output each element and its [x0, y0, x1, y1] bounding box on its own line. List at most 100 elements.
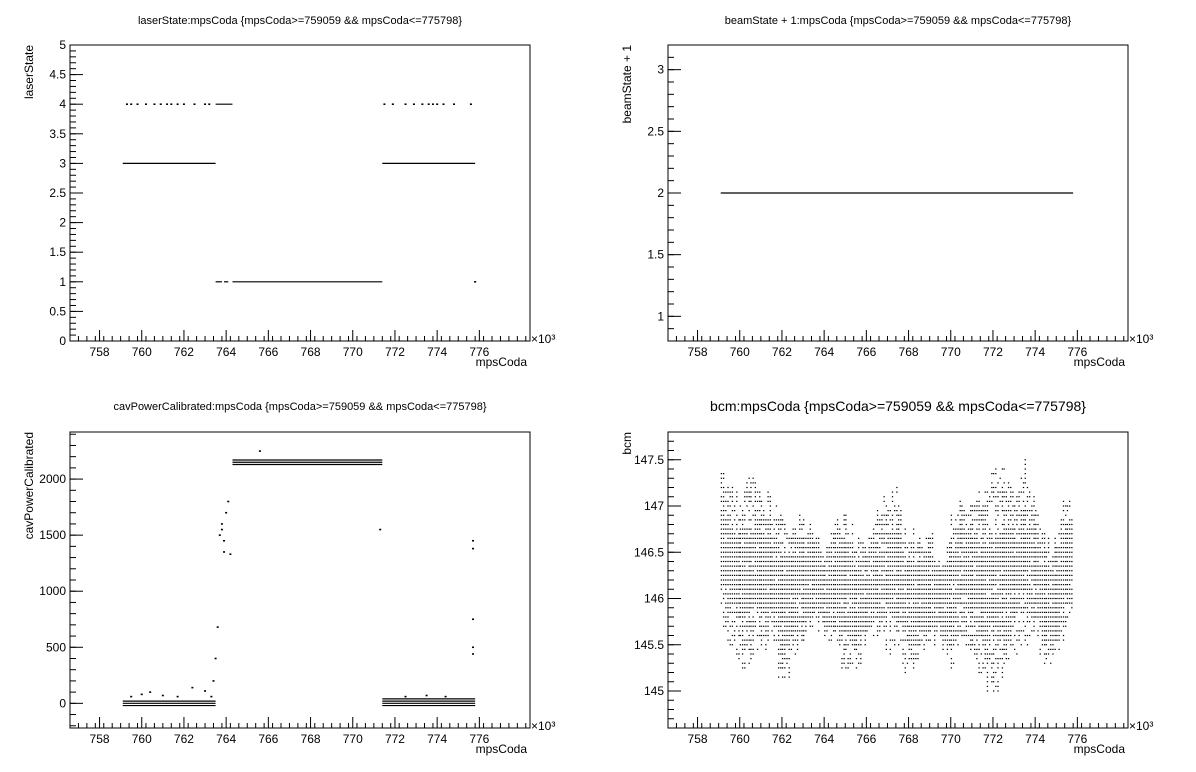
data-point — [929, 551, 931, 553]
data-point — [961, 537, 963, 539]
data-point — [725, 519, 727, 521]
data-point — [771, 630, 773, 632]
data-point — [1037, 630, 1039, 632]
data-point — [736, 523, 738, 526]
data-point — [832, 625, 835, 627]
data-point — [738, 630, 740, 632]
data-point — [1031, 519, 1033, 521]
data-point — [875, 616, 877, 618]
data-point — [860, 560, 862, 563]
data-point — [1001, 648, 1004, 650]
data-point — [794, 542, 796, 544]
data-point — [767, 625, 769, 627]
data-point — [744, 579, 746, 581]
data-point — [1039, 588, 1041, 590]
data-point — [866, 588, 868, 590]
data-point — [999, 570, 1001, 572]
data-point — [845, 607, 847, 609]
data-point — [1026, 574, 1029, 576]
data-point — [805, 537, 807, 539]
data-point — [1012, 560, 1014, 563]
data-point — [938, 560, 940, 563]
data-point — [862, 579, 864, 581]
data-point — [767, 634, 769, 637]
data-point — [883, 500, 885, 502]
data-point — [950, 639, 953, 641]
data-point — [894, 607, 896, 609]
data-point — [889, 537, 891, 539]
data-point — [826, 630, 828, 632]
data-point — [1007, 634, 1010, 637]
data-point — [976, 630, 978, 632]
data-point — [741, 560, 744, 563]
data-point — [746, 491, 748, 493]
data-point — [824, 611, 826, 613]
data-point — [908, 634, 910, 637]
data-point — [212, 680, 215, 682]
data-point — [807, 556, 809, 558]
data-point — [741, 616, 744, 618]
data-point — [834, 584, 836, 586]
data-point — [786, 634, 788, 637]
data-point — [729, 584, 731, 586]
data-point — [727, 621, 729, 623]
data-point — [1043, 537, 1046, 539]
data-point — [780, 523, 782, 526]
data-point — [731, 542, 734, 544]
data-point — [1010, 639, 1012, 641]
data-point — [1047, 621, 1050, 623]
data-point — [754, 560, 756, 563]
data-point — [1003, 639, 1005, 641]
data-point — [1024, 634, 1026, 637]
data-point — [923, 634, 925, 637]
data-point — [784, 565, 786, 567]
data-point — [729, 602, 731, 604]
y-axis-label: beamState + 1 — [620, 45, 634, 124]
data-point — [720, 602, 723, 604]
data-point — [799, 560, 801, 563]
data-point — [976, 639, 978, 641]
data-point — [991, 681, 993, 683]
data-point — [1035, 547, 1037, 549]
data-point — [1014, 634, 1016, 637]
data-point — [862, 625, 864, 627]
data-point — [834, 616, 836, 618]
data-point — [967, 597, 970, 600]
data-point — [875, 584, 877, 586]
data-point — [970, 570, 972, 572]
data-point — [771, 584, 773, 586]
data-point — [727, 533, 729, 535]
data-point — [733, 611, 736, 613]
data-point — [876, 630, 879, 632]
data-point — [727, 597, 729, 600]
data-point — [741, 537, 744, 539]
data-point — [967, 547, 970, 549]
data-point — [775, 639, 778, 641]
data-point — [967, 602, 970, 604]
data-point — [1029, 560, 1031, 563]
data-point — [781, 584, 784, 586]
data-point — [963, 528, 965, 530]
data-point — [921, 639, 923, 641]
data-point — [1069, 588, 1071, 590]
data-point — [839, 593, 841, 595]
data-point — [834, 630, 836, 632]
data-point — [760, 537, 763, 539]
data-point — [739, 597, 742, 600]
data-point — [1043, 542, 1046, 544]
data-point — [784, 667, 786, 669]
data-point — [891, 514, 894, 516]
data-point — [765, 630, 767, 632]
data-point — [788, 648, 790, 650]
data-point — [965, 570, 968, 572]
data-point — [925, 616, 928, 618]
data-point — [765, 602, 767, 604]
data-point — [904, 565, 906, 567]
data-point — [796, 621, 799, 623]
data-point — [750, 533, 752, 535]
data-point — [744, 519, 746, 521]
data-point — [906, 616, 909, 618]
data-point — [1035, 616, 1037, 618]
data-point — [803, 634, 805, 637]
data-point — [978, 579, 980, 581]
